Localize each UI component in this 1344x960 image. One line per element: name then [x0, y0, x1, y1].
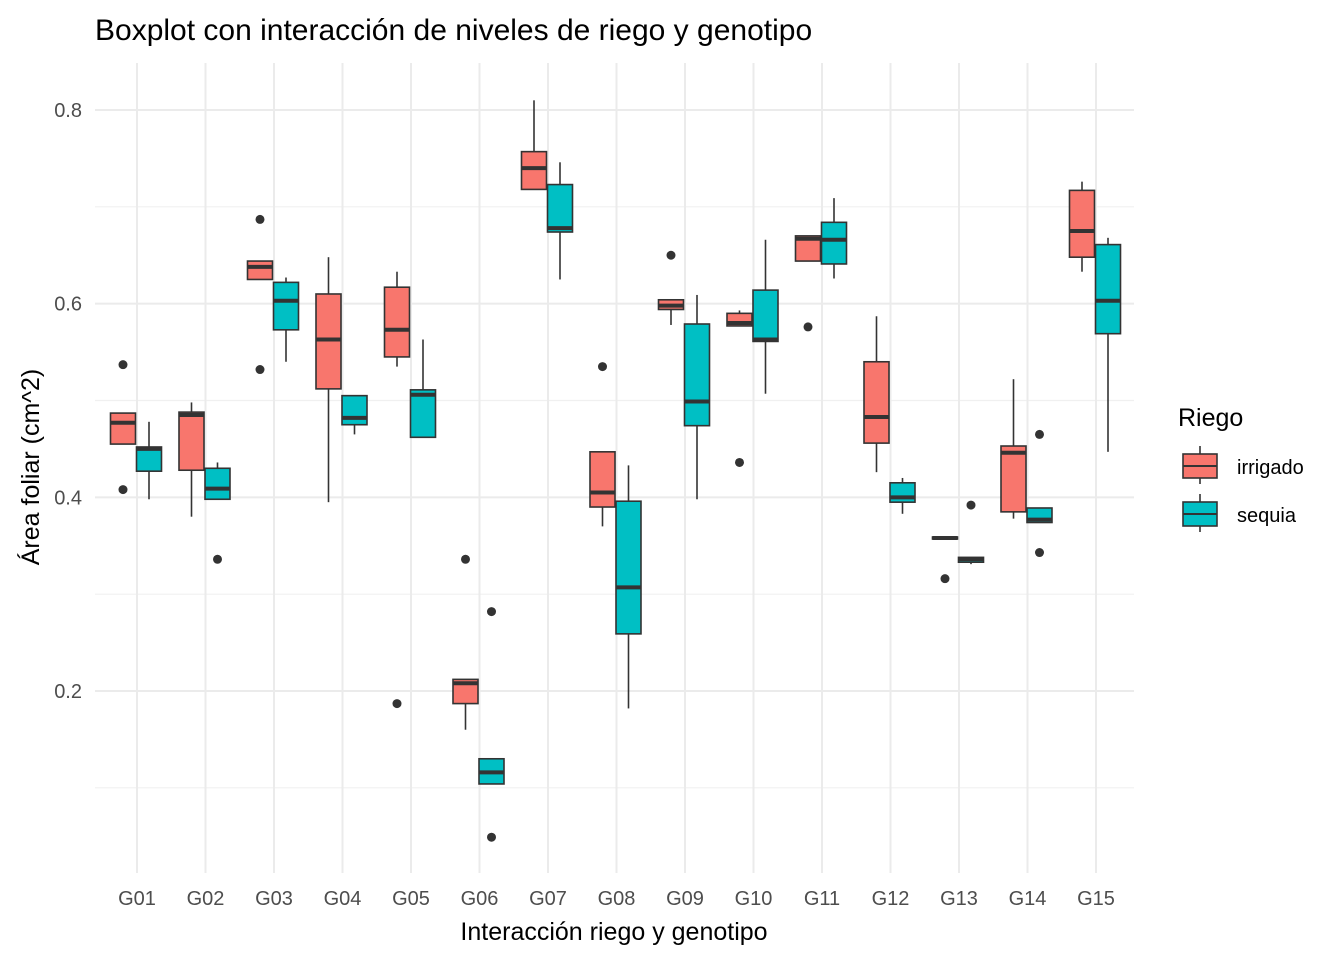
box-rect: [272, 281, 300, 331]
box-sequia-G08: [615, 465, 642, 709]
box-rect: [546, 183, 574, 233]
x-axis-tick-labels: G01 G02 G03 G04 G05 G06 G07 G08 G09 G10 G11 G12 G13 G…: [118, 888, 1115, 910]
box-rect: [1094, 243, 1122, 335]
box-irrigado-G02: [178, 402, 205, 517]
y-tick-label: 0.6: [54, 294, 82, 316]
box-sequia-G05: [409, 339, 437, 439]
box-rect: [246, 260, 274, 281]
legend-title: Riego: [1178, 404, 1243, 432]
box-rect: [1000, 445, 1027, 513]
x-tick-label: G04: [324, 888, 362, 910]
x-tick-label: G10: [735, 888, 773, 910]
box-sequia-G12: [889, 477, 916, 514]
x-tick-label: G08: [598, 888, 636, 910]
outlier-point: [255, 365, 265, 375]
outlier-point: [118, 485, 128, 495]
x-tick-label: G12: [872, 888, 910, 910]
box-sequia-G06: [478, 607, 505, 842]
box-irrigado-G05: [383, 271, 411, 709]
box-sequia-G15: [1094, 237, 1122, 452]
outlier-point: [1035, 429, 1044, 439]
y-tick-label: 0.2: [54, 681, 82, 703]
box-rect: [752, 289, 779, 343]
box-irrigado-G13: [931, 536, 959, 584]
box-rect: [820, 221, 848, 265]
box-sequia-G14: [1026, 429, 1053, 558]
box-sequia-G03: [272, 277, 300, 362]
x-tick-label: G13: [940, 888, 978, 910]
box-irrigado-G01: [109, 360, 137, 495]
box-sequia-G04: [341, 394, 368, 435]
box-rect: [863, 360, 890, 444]
legend-label: sequia: [1237, 505, 1297, 527]
grid: [95, 63, 1134, 873]
box-rect: [615, 500, 642, 635]
box-sequia-G11: [820, 198, 848, 279]
x-tick-label: G03: [255, 888, 293, 910]
chart-title: Boxplot con interacción de niveles de ri…: [95, 14, 812, 47]
boxes: [109, 100, 1122, 842]
box-irrigado-G11: [794, 235, 822, 332]
box-sequia-G01: [135, 421, 163, 500]
x-tick-label: G14: [1009, 888, 1047, 910]
x-tick-label: G01: [118, 888, 156, 910]
outlier-point: [666, 250, 676, 260]
box-rect: [204, 467, 231, 501]
outlier-point: [1035, 548, 1044, 558]
box-irrigado-G08: [589, 362, 616, 527]
x-tick-label: G05: [392, 888, 430, 910]
box-rect: [178, 411, 205, 472]
outlier-point: [487, 607, 496, 617]
box-irrigado-G04: [315, 257, 342, 503]
box-irrigado-G06: [452, 554, 479, 730]
outlier-point: [392, 699, 402, 709]
x-tick-label: G02: [187, 888, 225, 910]
outlier-point: [461, 554, 470, 564]
box-rect: [341, 394, 368, 426]
box-rect: [383, 286, 411, 358]
outlier-point: [940, 574, 950, 584]
box-rect: [683, 323, 711, 427]
box-rect: [589, 451, 616, 508]
legend: Riego irrigado sequia: [1178, 404, 1304, 532]
box-irrigado-G15: [1068, 181, 1096, 272]
outlier-point: [487, 832, 496, 842]
outlier-point: [966, 500, 976, 510]
outlier-point: [213, 554, 222, 564]
x-tick-label: G07: [529, 888, 567, 910]
x-tick-label: G09: [666, 888, 704, 910]
box-irrigado-G09: [657, 250, 685, 325]
box-irrigado-G03: [246, 214, 274, 375]
box-irrigado-G12: [863, 316, 890, 473]
box-rect: [520, 150, 548, 191]
x-tick-label: G11: [804, 888, 840, 910]
box-irrigado-G10: [726, 310, 753, 467]
box-sequia-G10: [752, 239, 779, 394]
box-sequia-G02: [204, 462, 231, 564]
y-axis-tick-labels: 0.2 0.4 0.6 0.8: [54, 100, 82, 703]
box-irrigado-G07: [520, 100, 548, 191]
box-sequia-G13: [957, 500, 985, 565]
legend-item-irrigado: irrigado: [1182, 446, 1304, 484]
box-sequia-G09: [683, 294, 711, 500]
x-tick-label: G06: [461, 888, 499, 910]
x-axis-title: Interacción riego y genotipo: [460, 918, 767, 946]
outlier-point: [598, 362, 607, 372]
box-rect: [1068, 189, 1096, 258]
legend-item-sequia: sequia: [1182, 494, 1297, 532]
outlier-point: [255, 214, 265, 224]
box-rect: [409, 389, 437, 439]
outlier-point: [803, 322, 813, 332]
y-tick-label: 0.4: [54, 487, 82, 509]
x-tick-label: G15: [1077, 888, 1115, 910]
outlier-point: [735, 457, 744, 467]
y-tick-label: 0.8: [54, 100, 82, 122]
box-rect: [109, 412, 137, 445]
outlier-point: [118, 360, 128, 370]
box-sequia-G07: [546, 162, 574, 280]
y-axis-title: Área foliar (cm^2): [16, 369, 45, 566]
legend-label: irrigado: [1237, 457, 1304, 479]
box-irrigado-G14: [1000, 379, 1027, 519]
